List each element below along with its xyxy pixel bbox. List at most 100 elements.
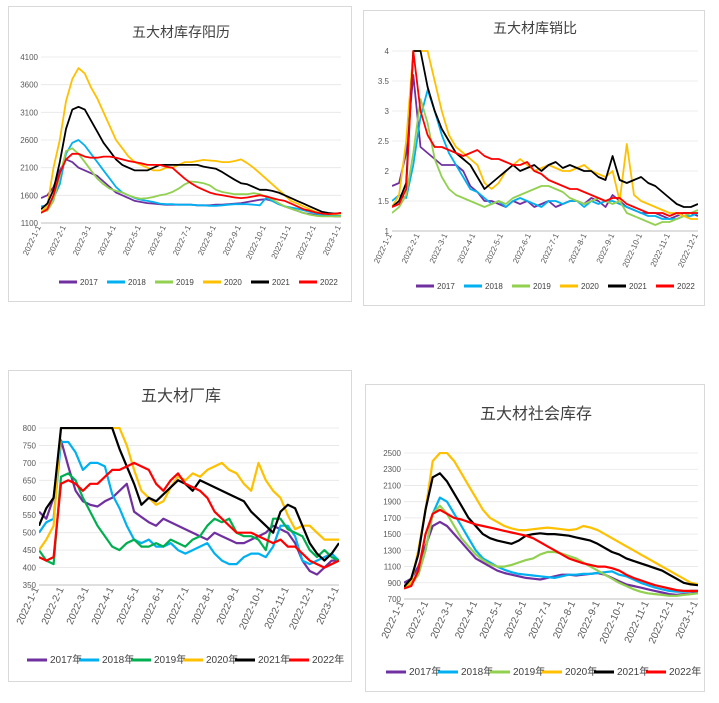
y-tick-label: 3.5 bbox=[378, 77, 390, 86]
x-tick-label: 2022-7-1 bbox=[165, 585, 192, 626]
x-tick-label: 2022-6-1 bbox=[502, 599, 529, 640]
y-tick-label: 600 bbox=[23, 494, 37, 503]
x-tick-label: 2022-10-1 bbox=[621, 232, 645, 269]
y-tick-label: 1100 bbox=[21, 219, 39, 228]
x-tick-label: 2022-4-1 bbox=[456, 232, 478, 265]
series-line-2022年 bbox=[39, 461, 339, 569]
x-tick-label: 2022-12-1 bbox=[287, 585, 316, 631]
legend-label: 2022 bbox=[320, 278, 338, 287]
x-tick-label: 2022-3-1 bbox=[429, 599, 456, 640]
x-tick-label: 2022-8-1 bbox=[196, 224, 218, 257]
series-line-2019 bbox=[392, 98, 698, 226]
x-tick-label: 2022-2-1 bbox=[40, 585, 67, 626]
series-line-2021年 bbox=[404, 472, 698, 588]
x-tick-label: 2022-3-1 bbox=[71, 224, 93, 257]
x-tick-label: 2022-9-1 bbox=[221, 224, 243, 257]
legend-label: 2018年 bbox=[102, 653, 134, 666]
x-tick-label: 2022-11-1 bbox=[269, 224, 293, 261]
x-tick-label: 2022-6-1 bbox=[146, 224, 168, 257]
y-tick-label: 2100 bbox=[20, 164, 38, 173]
series-line-2020 bbox=[392, 50, 698, 220]
x-tick-label: 2022-8-1 bbox=[551, 599, 578, 640]
x-tick-label: 2022-4-1 bbox=[90, 585, 117, 626]
x-tick-label: 2022-3-1 bbox=[65, 585, 92, 626]
legend-label: 2021年 bbox=[258, 653, 290, 666]
chart-inventory-calendar: 五大材库存阳历 1100 1600 2100 2600 3100 3600 4100 2022… bbox=[20, 25, 343, 287]
x-tick-label: 2022-1-1 bbox=[21, 224, 43, 257]
series-line-2019年 bbox=[404, 504, 698, 597]
x-tick-label: 2022-5-1 bbox=[483, 232, 505, 265]
legend-label: 2019年 bbox=[513, 665, 545, 678]
x-tick-label: 2022-6-1 bbox=[140, 585, 167, 626]
legend-label: 2021 bbox=[629, 282, 647, 291]
chart-title: 五大材厂库 bbox=[141, 386, 221, 405]
chart-title: 五大材社会库存 bbox=[480, 404, 592, 423]
x-tick-label: 2022-11-1 bbox=[649, 232, 673, 269]
y-tick-label: 3600 bbox=[20, 81, 38, 90]
x-tick-label: 2022-5-1 bbox=[121, 224, 143, 257]
x-tick-label: 2022-7-1 bbox=[527, 599, 554, 640]
x-tick-label: 2022-5-1 bbox=[115, 585, 142, 626]
legend-label: 2019 bbox=[533, 282, 551, 291]
y-tick-label: 2600 bbox=[20, 136, 38, 145]
legend-label: 2017 bbox=[437, 282, 455, 291]
y-tick-label: 2300 bbox=[383, 465, 401, 474]
chart-panel-factory-inventory: 五大材厂库 350 400 450 500 550 600 650 700 750 800 2022… bbox=[8, 370, 352, 682]
x-tick-label: 2022-9-1 bbox=[576, 599, 603, 640]
y-tick-label: 1.5 bbox=[378, 197, 390, 206]
chart-panel-inventory-sales-ratio: 五大材库销比 1 1.5 2 2.5 3 3.5 4 2022-1-1 2022-2-1 2022… bbox=[363, 10, 705, 306]
x-tick-label: 2022-2-1 bbox=[404, 599, 431, 640]
legend-label: 2020年 bbox=[206, 653, 238, 666]
x-tick-label: 2023-1-1 bbox=[315, 585, 342, 626]
series-line-2018年 bbox=[404, 496, 698, 593]
legend-label: 2018 bbox=[485, 282, 503, 291]
y-tick-label: 2100 bbox=[383, 481, 401, 490]
x-tick-label: 2022-10-1 bbox=[244, 224, 268, 261]
y-tick-label: 1 bbox=[385, 227, 390, 236]
legend-label: 2020 bbox=[581, 282, 599, 291]
x-tick-label: 2022-4-1 bbox=[96, 224, 118, 257]
x-tick-label: 2022-12-1 bbox=[647, 599, 676, 645]
series-line-2019 bbox=[41, 147, 341, 218]
legend-label: 2017年 bbox=[409, 665, 441, 678]
chart-panel-inventory-calendar: 五大材库存阳历 1100 1600 2100 2600 3100 3600 4100 2022… bbox=[8, 6, 352, 302]
y-tick-label: 700 bbox=[388, 595, 402, 604]
legend-label: 2022年 bbox=[669, 665, 701, 678]
chart-social-inventory: 五大材社会库存 700 900 1100 1300 1500 1700 1900 2100 23… bbox=[380, 404, 701, 678]
legend-label: 2020年 bbox=[565, 665, 597, 678]
y-tick-label: 650 bbox=[23, 476, 37, 485]
legend-label: 2019 bbox=[176, 278, 194, 287]
y-tick-label: 350 bbox=[23, 581, 37, 590]
x-tick-label: 2022-6-1 bbox=[511, 232, 533, 265]
x-tick-label: 2022-12-1 bbox=[676, 232, 700, 269]
x-tick-label: 2023-1-1 bbox=[674, 599, 701, 640]
y-tick-label: 450 bbox=[23, 546, 37, 555]
y-tick-label: 400 bbox=[23, 564, 37, 573]
x-tick-label: 2022-5-1 bbox=[478, 599, 505, 640]
legend-label: 2022 bbox=[677, 282, 695, 291]
x-tick-label: 2022-3-1 bbox=[428, 232, 450, 265]
y-tick-label: 700 bbox=[23, 459, 37, 468]
y-tick-label: 1600 bbox=[20, 191, 38, 200]
y-tick-label: 550 bbox=[23, 511, 37, 520]
series-line-2018 bbox=[392, 89, 698, 220]
x-tick-label: 2022-9-1 bbox=[215, 585, 242, 626]
x-tick-label: 2022-7-1 bbox=[539, 232, 561, 265]
x-tick-label: 2023-1-1 bbox=[321, 224, 343, 257]
chart-title: 五大材库销比 bbox=[493, 21, 577, 37]
y-tick-label: 4 bbox=[385, 47, 390, 56]
y-tick-label: 900 bbox=[388, 579, 402, 588]
chart-factory-inventory: 五大材厂库 350 400 450 500 550 600 650 700 750 800 2022… bbox=[15, 386, 344, 666]
series-line-2020 bbox=[41, 67, 341, 216]
x-tick-label: 2022-8-1 bbox=[190, 585, 217, 626]
x-tick-label: 2022-1-1 bbox=[15, 585, 42, 626]
x-tick-label: 2022-12-1 bbox=[294, 224, 318, 261]
y-tick-label: 1100 bbox=[384, 563, 402, 572]
x-tick-label: 2022-9-1 bbox=[595, 232, 617, 265]
series-line-2019年 bbox=[39, 472, 339, 566]
y-tick-label: 1700 bbox=[383, 514, 401, 523]
x-tick-label: 2022-1-1 bbox=[380, 599, 407, 640]
legend-label: 2018 bbox=[128, 278, 146, 287]
y-tick-label: 2.5 bbox=[378, 137, 390, 146]
y-tick-label: 800 bbox=[23, 424, 37, 433]
